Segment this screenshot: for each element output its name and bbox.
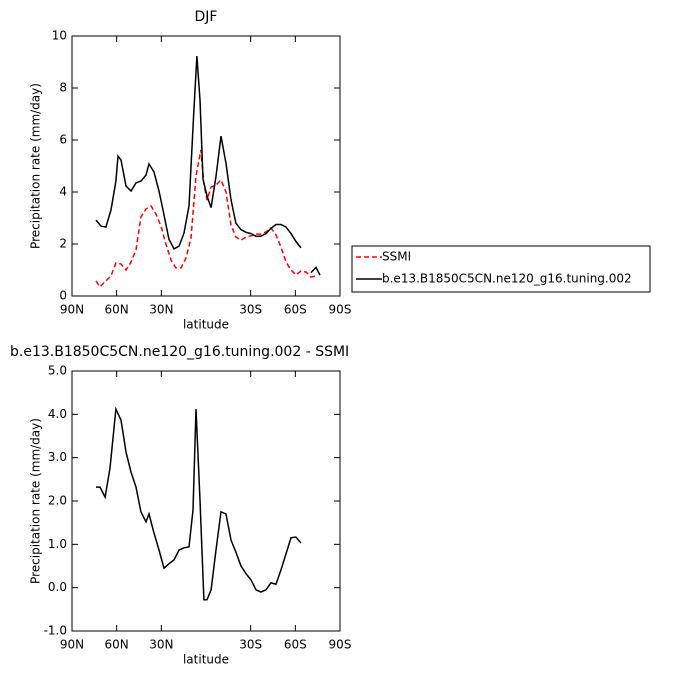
series-line bbox=[95, 149, 317, 289]
series-line bbox=[95, 55, 321, 276]
x-tick-label: 60N bbox=[105, 303, 129, 317]
chart-title: b.e13.B1850C5CN.ne120_g16.tuning.002 - S… bbox=[10, 344, 349, 360]
x-tick-label: 90N bbox=[60, 303, 84, 317]
y-tick-label: 10 bbox=[52, 29, 67, 43]
x-tick-label: 60S bbox=[284, 303, 307, 317]
legend-label: b.e13.B1850C5CN.ne120_g16.tuning.002 bbox=[382, 272, 632, 286]
legend-label: SSMI bbox=[382, 250, 411, 264]
y-tick-label: 2 bbox=[59, 237, 67, 251]
y-axis-label: Precipitation rate (mm/day) bbox=[29, 418, 43, 584]
x-tick-label: 30N bbox=[149, 303, 173, 317]
y-tick-label: 0.0 bbox=[48, 580, 67, 594]
y-tick-label: 3.0 bbox=[48, 450, 67, 464]
y-tick-label: -1.0 bbox=[44, 624, 67, 638]
x-tick-label: 90S bbox=[329, 303, 352, 317]
y-axis-label: Precipitation rate (mm/day) bbox=[29, 83, 43, 249]
y-tick-label: 0 bbox=[59, 289, 67, 303]
x-tick-label: 30N bbox=[149, 638, 173, 652]
y-tick-label: 4 bbox=[59, 185, 67, 199]
y-tick-label: 5.0 bbox=[48, 364, 67, 378]
x-tick-label: 90S bbox=[329, 638, 352, 652]
x-axis-label: latitude bbox=[183, 653, 229, 667]
legend-box bbox=[351, 245, 651, 293]
y-tick-label: 6 bbox=[59, 133, 67, 147]
x-tick-label: 60S bbox=[284, 638, 307, 652]
plot-frame bbox=[71, 35, 341, 297]
series-line bbox=[96, 406, 302, 601]
chart-title: DJF bbox=[195, 9, 218, 25]
x-tick-label: 60N bbox=[105, 638, 129, 652]
y-tick-label: 4.0 bbox=[48, 407, 67, 421]
plot-frame bbox=[71, 370, 341, 632]
x-tick-label: 30S bbox=[239, 303, 262, 317]
x-tick-label: 90N bbox=[60, 638, 84, 652]
y-tick-label: 2.0 bbox=[48, 494, 67, 508]
y-tick-label: 8 bbox=[59, 81, 67, 95]
x-axis-label: latitude bbox=[183, 318, 229, 332]
y-tick-label: 1.0 bbox=[48, 537, 67, 551]
x-tick-label: 30S bbox=[239, 638, 262, 652]
